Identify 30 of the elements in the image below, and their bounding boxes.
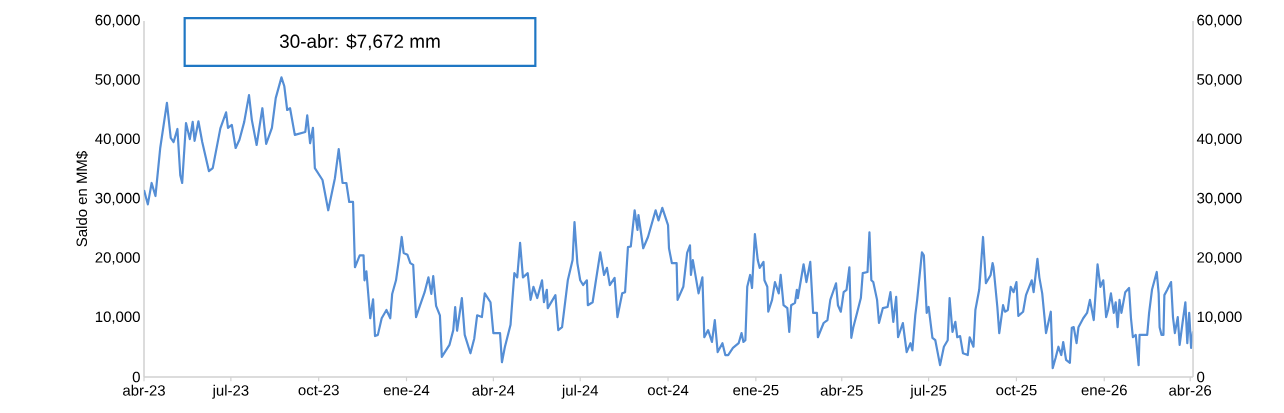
x-tick-label: abr-23 <box>123 384 165 396</box>
y2-tick-label: 60,000 <box>1197 14 1242 28</box>
x-tick-label: jul-23 <box>212 384 249 399</box>
x-tick-label: abr-25 <box>820 384 863 396</box>
x-tick-label: ene-24 <box>383 384 430 396</box>
y2-tick-label: 30,000 <box>1197 192 1242 206</box>
y-tick-label: 20,000 <box>95 252 140 265</box>
y2-tick-label: 40,000 <box>1196 133 1242 146</box>
x-tick-label: ene-26 <box>1081 384 1127 396</box>
x-tick-label: ene-25 <box>733 384 779 396</box>
x-tick-label: abr-24 <box>472 384 515 396</box>
y-tick-label: 10,000 <box>95 311 140 324</box>
y2-tick-label: 0 <box>1197 371 1205 383</box>
y2-tick-label: 10,000 <box>1197 311 1242 324</box>
x-tick-label: oct-23 <box>298 384 339 396</box>
line-series <box>144 76 1194 370</box>
y-tick-label: 60,000 <box>95 14 140 28</box>
y2-tick-label: 20,000 <box>1197 252 1242 265</box>
y-tick-label: 40,000 <box>95 133 140 146</box>
y2-tick-label: 50,000 <box>1197 74 1242 87</box>
x-tick-label: abr-26 <box>1169 384 1212 396</box>
annotation: 30-abr: $7,672 mm <box>279 33 440 51</box>
y-tick-label: 0 <box>132 371 140 383</box>
y-tick-label: 50,000 <box>95 74 140 87</box>
x-tick-label: oct-24 <box>647 384 689 396</box>
y-axis-title: Saldo en MM$ <box>75 151 88 247</box>
x-tick-label: jul-24 <box>561 384 599 399</box>
x-tick-label: oct-25 <box>996 384 1037 396</box>
x-tick-label: jul-25 <box>909 384 947 399</box>
y-tick-label: 30,000 <box>95 192 140 206</box>
